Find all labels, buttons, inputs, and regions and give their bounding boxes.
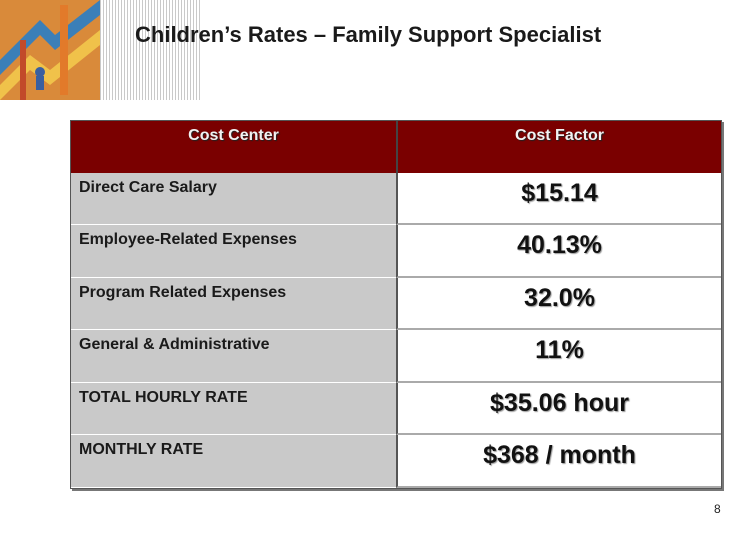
row-value-cell: 32.0% — [396, 278, 721, 330]
page-number: 8 — [714, 502, 721, 516]
row-value-cell: 11% — [396, 330, 721, 383]
row-value: 32.0% — [524, 284, 595, 312]
row-value-cell: $368 / month — [396, 435, 721, 488]
cost-table: Cost Center Cost Factor Direct Care Sala… — [70, 120, 722, 489]
table-row: Employee-Related Expenses 40.13% — [71, 225, 721, 278]
row-label: General & Administrative — [79, 336, 270, 353]
row-label: Direct Care Salary — [79, 179, 217, 196]
row-value: 40.13% — [517, 231, 602, 259]
header-cell-cost-center: Cost Center — [71, 121, 396, 173]
table-header-row: Cost Center Cost Factor — [71, 121, 721, 173]
row-label-cell: MONTHLY RATE — [71, 435, 396, 488]
decorative-logo-image — [0, 0, 100, 100]
row-value-cell: $35.06 hour — [396, 383, 721, 435]
row-label: TOTAL HOURLY RATE — [79, 389, 248, 406]
table-row: TOTAL HOURLY RATE $35.06 hour — [71, 383, 721, 435]
row-label-cell: Program Related Expenses — [71, 278, 396, 330]
row-label: Employee-Related Expenses — [79, 231, 297, 248]
table-row: General & Administrative 11% — [71, 330, 721, 383]
row-label: MONTHLY RATE — [79, 441, 204, 458]
row-value: $35.06 hour — [490, 389, 629, 417]
row-label-cell: Employee-Related Expenses — [71, 225, 396, 278]
row-label-cell: Direct Care Salary — [71, 173, 396, 225]
row-value: $368 / month — [483, 441, 636, 469]
row-label-cell: General & Administrative — [71, 330, 396, 383]
header-cell-cost-factor: Cost Factor — [396, 121, 721, 173]
row-value: 11% — [535, 336, 584, 364]
table-row: Direct Care Salary $15.14 — [71, 173, 721, 225]
table-row: Program Related Expenses 32.0% — [71, 278, 721, 330]
row-label: Program Related Expenses — [79, 284, 287, 301]
row-value-cell: $15.14 — [396, 173, 721, 225]
row-value: $15.14 — [521, 179, 598, 207]
decorative-stripes — [100, 0, 200, 100]
table-row: MONTHLY RATE $368 / month — [71, 435, 721, 488]
header-label: Cost Center — [188, 127, 279, 144]
row-value-cell: 40.13% — [396, 225, 721, 278]
row-label-cell: TOTAL HOURLY RATE — [71, 383, 396, 435]
header-label: Cost Factor — [515, 127, 604, 144]
slide-title: Children’s Rates – Family Support Specia… — [135, 22, 602, 47]
